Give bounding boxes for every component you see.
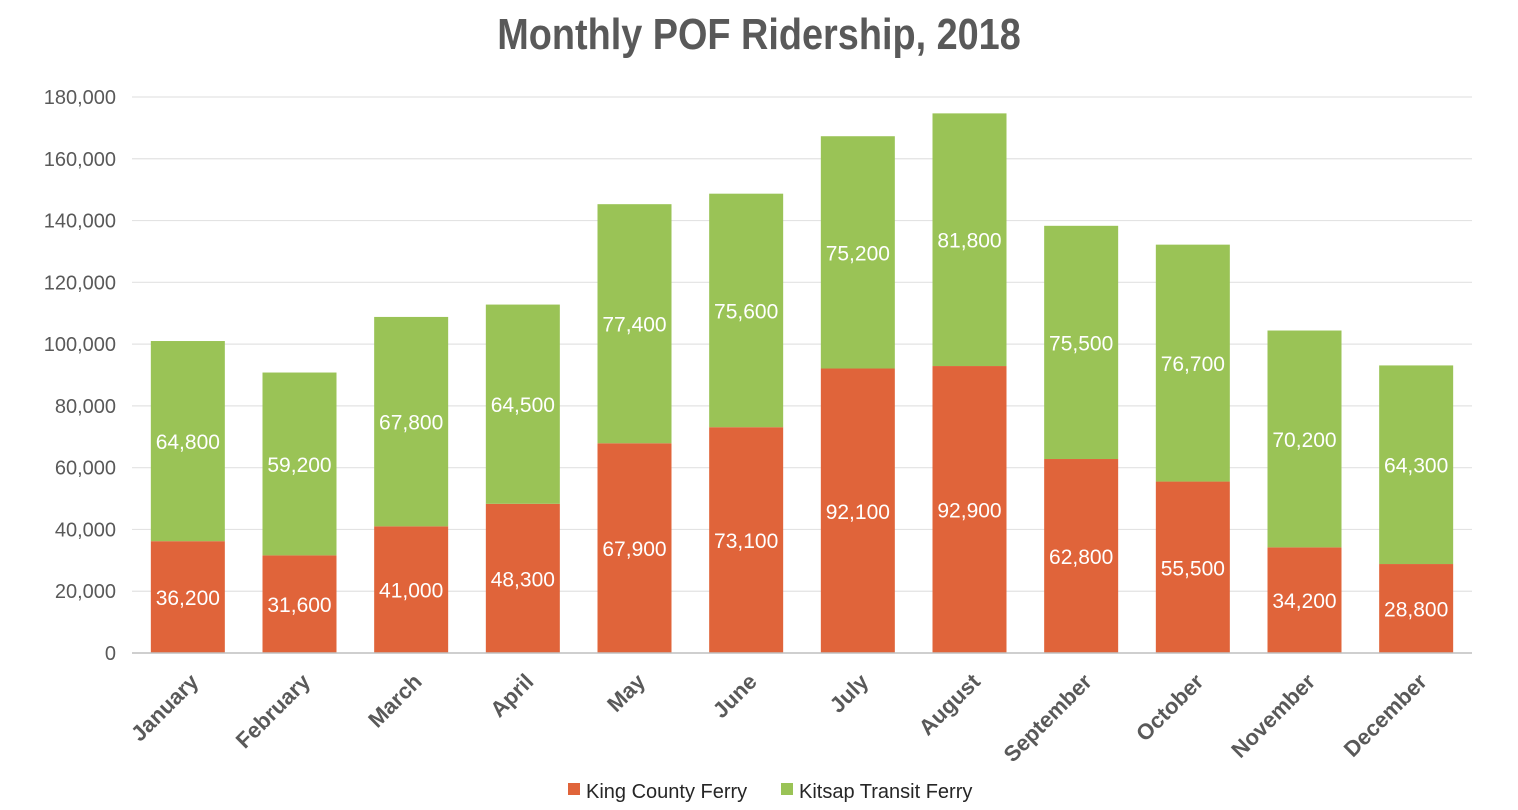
bar-kitsap-transit-ferry-april xyxy=(485,304,560,504)
data-label: 64,500 xyxy=(491,394,555,417)
data-label: 67,800 xyxy=(379,412,443,435)
data-label: 34,200 xyxy=(1272,590,1336,613)
y-tick-label: 60,000 xyxy=(55,458,116,480)
bar-king-county-ferry-september xyxy=(1044,459,1119,653)
x-axis-ticks: January February March April May June July Augu… xyxy=(126,668,1432,767)
x-tick-label: May xyxy=(602,668,650,716)
bar-kitsap-transit-ferry-november xyxy=(1267,330,1342,548)
gridlines xyxy=(132,96,1472,592)
bar-king-county-ferry-april xyxy=(485,503,560,653)
bar-king-county-ferry-february xyxy=(262,555,337,653)
bar-kitsap-transit-ferry-february xyxy=(262,372,337,556)
legend-swatch xyxy=(781,783,793,795)
y-tick-label: 20,000 xyxy=(55,581,116,603)
bar-king-county-ferry-october xyxy=(1155,481,1230,653)
bar-king-county-ferry-june xyxy=(709,427,784,653)
data-label: 41,000 xyxy=(379,580,443,603)
data-label: 75,600 xyxy=(714,300,778,323)
bar-king-county-ferry-july xyxy=(820,368,895,653)
legend-swatch xyxy=(568,783,580,795)
data-labels: 36,200 64,800 31,600 59,200 41,000 67,800 48,3… xyxy=(156,230,1449,622)
x-tick-label: February xyxy=(231,668,316,753)
bar-king-county-ferry-november xyxy=(1267,547,1342,653)
x-tick-label: July xyxy=(825,668,874,717)
bar-king-county-ferry-december xyxy=(1379,564,1454,653)
y-tick-label: 160,000 xyxy=(44,149,116,171)
bar-kitsap-transit-ferry-march xyxy=(374,316,449,527)
data-label: 75,200 xyxy=(826,242,890,265)
data-label: 59,200 xyxy=(267,454,331,477)
x-tick-label: October xyxy=(1131,669,1209,747)
data-label: 76,700 xyxy=(1161,353,1225,376)
data-label: 64,300 xyxy=(1384,455,1448,478)
bar-kitsap-transit-ferry-september xyxy=(1044,225,1119,460)
bar-kitsap-transit-ferry-october xyxy=(1155,244,1230,482)
data-label: 92,100 xyxy=(826,501,890,524)
y-tick-label: 0 xyxy=(105,643,116,665)
bar-king-county-ferry-march xyxy=(374,526,449,653)
data-label: 77,400 xyxy=(602,314,666,337)
y-tick-label: 120,000 xyxy=(44,272,116,294)
legend-label: King County Ferry xyxy=(586,781,747,803)
x-tick-label: November xyxy=(1226,669,1320,763)
bars xyxy=(150,113,1454,653)
chart-title: Monthly POF Ridership, 2018 xyxy=(497,10,1021,59)
x-tick-label: January xyxy=(126,668,204,746)
data-label: 28,800 xyxy=(1384,599,1448,622)
bar-kitsap-transit-ferry-may xyxy=(597,204,672,444)
x-tick-label: June xyxy=(708,669,762,723)
legend-label: Kitsap Transit Ferry xyxy=(799,781,972,803)
y-axis-ticks: 0 20,000 40,000 60,000 80,000 100,000 120,000 1… xyxy=(44,87,116,665)
x-tick-label: April xyxy=(485,669,538,722)
x-tick-label: September xyxy=(999,669,1097,767)
bar-king-county-ferry-january xyxy=(150,541,225,653)
legend: King County Ferry Kitsap Transit Ferry xyxy=(568,781,972,803)
data-label: 36,200 xyxy=(156,587,220,610)
data-label: 75,500 xyxy=(1049,332,1113,355)
x-tick-label: August xyxy=(914,668,986,740)
data-label: 70,200 xyxy=(1272,429,1336,452)
y-tick-label: 180,000 xyxy=(44,87,116,109)
data-label: 67,900 xyxy=(602,538,666,561)
x-tick-label: March xyxy=(363,669,426,732)
data-label: 81,800 xyxy=(937,230,1001,253)
x-tick-label: December xyxy=(1339,669,1432,762)
data-label: 64,800 xyxy=(156,431,220,454)
y-tick-label: 80,000 xyxy=(55,396,116,418)
bar-kitsap-transit-ferry-december xyxy=(1379,365,1454,565)
bar-kitsap-transit-ferry-july xyxy=(820,136,895,369)
bar-king-county-ferry-may xyxy=(597,443,672,653)
data-label: 92,900 xyxy=(937,500,1001,523)
bar-kitsap-transit-ferry-august xyxy=(932,113,1007,367)
y-tick-label: 140,000 xyxy=(44,211,116,233)
bar-kitsap-transit-ferry-june xyxy=(709,193,784,428)
data-label: 73,100 xyxy=(714,530,778,553)
data-label: 31,600 xyxy=(267,594,331,617)
data-label: 62,800 xyxy=(1049,546,1113,569)
data-label: 48,300 xyxy=(491,568,555,591)
y-tick-label: 100,000 xyxy=(44,334,116,356)
bar-king-county-ferry-august xyxy=(932,366,1007,653)
y-tick-label: 40,000 xyxy=(55,519,116,541)
bar-kitsap-transit-ferry-january xyxy=(150,341,225,542)
data-label: 55,500 xyxy=(1161,557,1225,580)
